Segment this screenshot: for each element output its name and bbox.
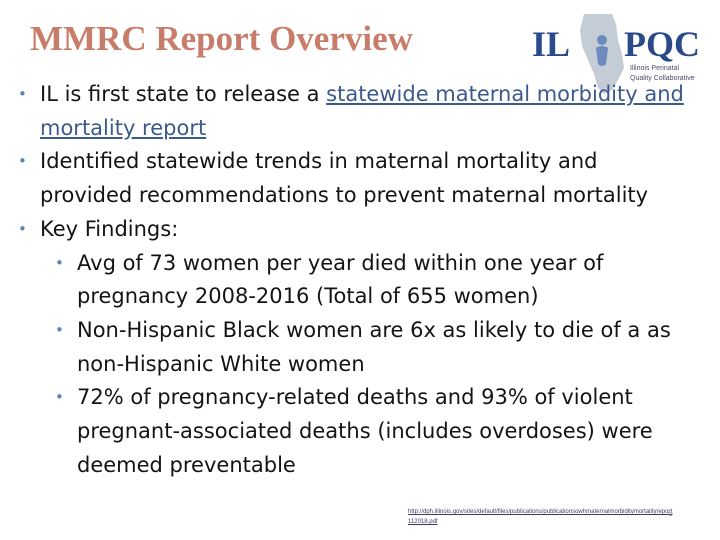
- bullet-dot-icon: •: [18, 85, 27, 103]
- logo-letters-left: IL: [532, 24, 570, 64]
- bullet-text: Key Findings:: [40, 216, 179, 241]
- bullet-item: • IL is first state to release a statewi…: [0, 78, 690, 145]
- sub-bullet-item: • Avg of 73 women per year died within o…: [0, 247, 692, 314]
- sub-bullet-text: 72% of pregnancy-related deaths and 93% …: [77, 385, 653, 477]
- ilpqc-logo: IL PQC Illinois Perinatal Quality Collab…: [532, 10, 708, 96]
- bullet-text: Identified statewide trends in maternal …: [40, 149, 649, 208]
- page-number: 6: [668, 508, 674, 518]
- logo-letters-right: PQC: [624, 24, 700, 64]
- bullet-dot-icon: •: [18, 219, 27, 238]
- logo-dot-icon: [597, 35, 607, 45]
- logo-subtitle-line-1: Illinois Perinatal: [630, 65, 679, 72]
- bullet-dot-icon: •: [55, 388, 64, 407]
- sub-bullet-item: • 72% of pregnancy-related deaths and 93…: [0, 381, 692, 482]
- bullet-dot-icon: •: [55, 320, 64, 339]
- bullet-dot-icon: •: [55, 253, 64, 272]
- logo-subtitle-line-2: Quality Collaborative: [630, 75, 695, 82]
- bullet-text: IL is first state to release a: [40, 82, 327, 106]
- sub-bullet-item: • Non-Hispanic Black women are 6x as lik…: [0, 314, 692, 381]
- bullet-item: • Identified statewide trends in materna…: [0, 145, 690, 212]
- slide-title: MMRC Report Overview: [30, 19, 413, 58]
- report-link[interactable]: statewide maternal morbidity and mortali…: [40, 82, 684, 140]
- source-url-link[interactable]: http://dph.illinois.gov/sites/default/fi…: [408, 509, 673, 525]
- bullet-list: • IL is first state to release a statewi…: [0, 78, 720, 482]
- sub-bullet-text: Non-Hispanic Black women are 6x as likel…: [77, 317, 671, 376]
- bullet-item: • Key Findings:: [0, 213, 690, 247]
- sub-bullet-text: Avg of 73 women per year died within one…: [77, 250, 604, 309]
- logo-figure-icon: [596, 46, 608, 66]
- ilpqc-logo-graphic: IL PQC Illinois Perinatal Quality Collab…: [532, 14, 700, 94]
- bullet-dot-icon: •: [18, 152, 27, 171]
